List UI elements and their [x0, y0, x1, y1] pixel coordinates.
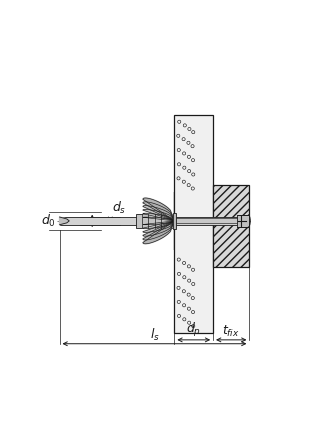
Bar: [174, 219, 249, 224]
Polygon shape: [143, 217, 174, 221]
Polygon shape: [143, 213, 174, 221]
Polygon shape: [143, 221, 174, 232]
Text: $d_0$: $d_0$: [41, 213, 56, 229]
Bar: [60, 217, 246, 225]
Polygon shape: [143, 221, 174, 244]
Bar: [173, 192, 174, 250]
Polygon shape: [143, 210, 174, 221]
Text: $l_s$: $l_s$: [149, 326, 159, 342]
Bar: [237, 215, 249, 227]
Polygon shape: [143, 221, 174, 228]
Polygon shape: [143, 221, 174, 225]
Polygon shape: [143, 198, 174, 221]
Polygon shape: [143, 221, 174, 236]
Polygon shape: [143, 221, 174, 240]
Bar: [173, 213, 176, 229]
Text: $d_s$: $d_s$: [112, 200, 126, 216]
Polygon shape: [60, 217, 69, 225]
Bar: [174, 114, 213, 333]
Text: $t_{fix}$: $t_{fix}$: [222, 324, 240, 339]
Bar: [213, 185, 249, 267]
Polygon shape: [143, 202, 174, 221]
Bar: [136, 214, 174, 228]
Polygon shape: [143, 206, 174, 221]
Text: $d_p$: $d_p$: [186, 320, 201, 339]
